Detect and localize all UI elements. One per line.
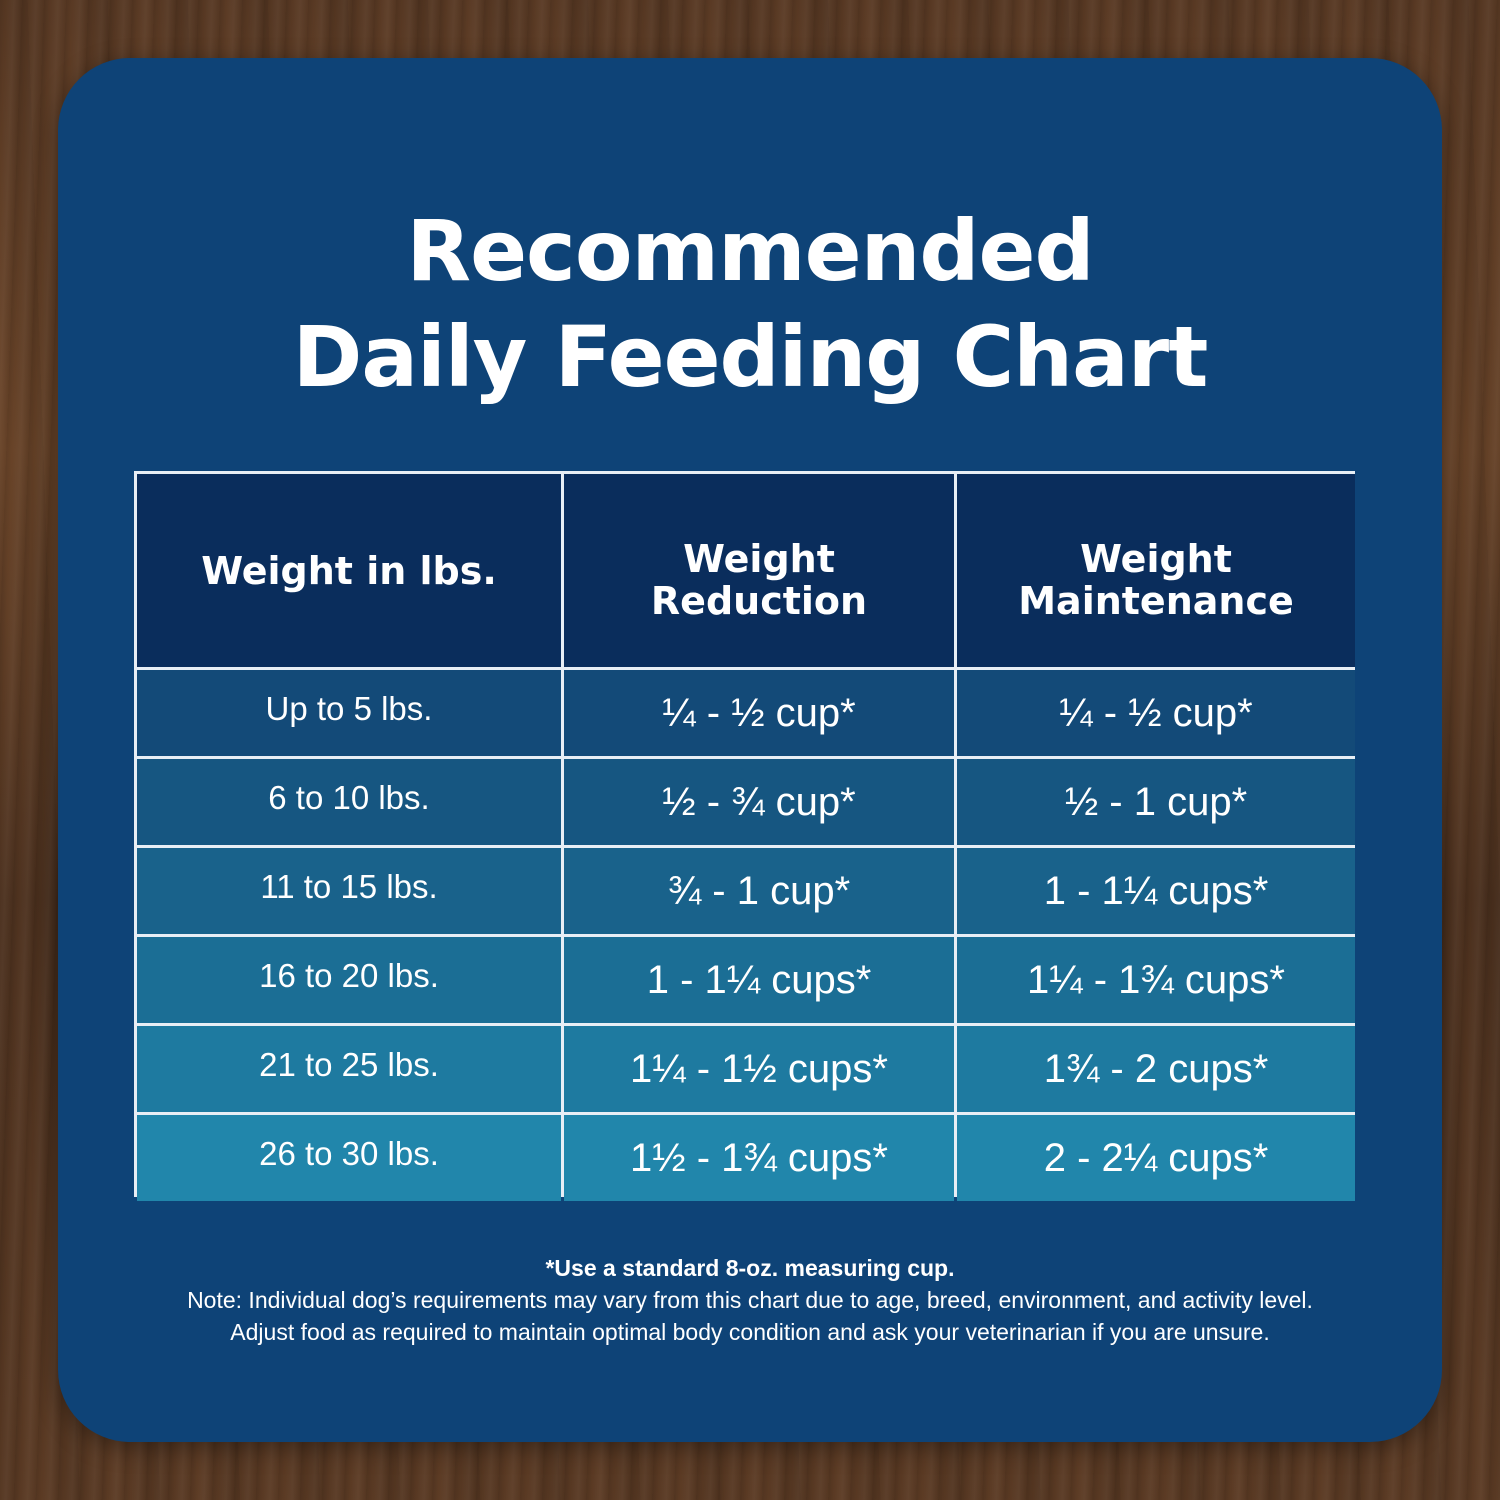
row-3-maintenance: 1 - 1¼ cups* — [957, 848, 1355, 934]
row-5-maintenance: 1¾ - 2 cups* — [957, 1026, 1355, 1112]
row-3-weight: 11 to 15 lbs. — [137, 848, 561, 934]
row-6-weight: 26 to 30 lbs. — [137, 1115, 561, 1201]
row-4-maintenance: 1¼ - 1¾ cups* — [957, 937, 1355, 1023]
header-reduction-line-2: Reduction — [650, 578, 868, 623]
row-2-maintenance: ½ - 1 cup* — [957, 759, 1355, 845]
header-maintenance-line-2: Maintenance — [1018, 578, 1294, 623]
row-5-weight: 21 to 25 lbs. — [137, 1026, 561, 1112]
row-1-maintenance: ¼ - ½ cup* — [957, 670, 1355, 756]
page-title: Recommended Daily Feeding Chart — [0, 198, 1500, 410]
row-3-reduction: ¾ - 1 cup* — [564, 848, 954, 934]
title-line-1: Recommended — [406, 202, 1094, 300]
header-weight-maintenance: Weight Maintenance — [957, 474, 1355, 667]
header-weight-reduction: Weight Reduction — [564, 474, 954, 667]
header-weight: Weight in lbs. — [137, 474, 561, 667]
feeding-table: Weight in lbs. Weight Reduction Weight M… — [134, 471, 1355, 1201]
row-1-reduction: ¼ - ½ cup* — [564, 670, 954, 756]
header-reduction-line-1: Weight — [683, 536, 835, 581]
note-line-1: Note: Individual dog’s requirements may … — [187, 1287, 1313, 1313]
title-line-2: Daily Feeding Chart — [292, 308, 1209, 406]
note-line-2: Adjust food as required to maintain opti… — [230, 1319, 1270, 1345]
row-1-weight: Up to 5 lbs. — [137, 670, 561, 756]
row-5-reduction: 1¼ - 1½ cups* — [564, 1026, 954, 1112]
header-maintenance-line-1: Weight — [1080, 536, 1232, 581]
footnote: *Use a standard 8-oz. measuring cup. — [545, 1255, 955, 1281]
row-2-reduction: ½ - ¾ cup* — [564, 759, 954, 845]
row-6-reduction: 1½ - 1¾ cups* — [564, 1115, 954, 1201]
row-6-maintenance: 2 - 2¼ cups* — [957, 1115, 1355, 1201]
row-2-weight: 6 to 10 lbs. — [137, 759, 561, 845]
notes: *Use a standard 8-oz. measuring cup. Not… — [0, 1252, 1500, 1348]
row-4-reduction: 1 - 1¼ cups* — [564, 937, 954, 1023]
row-4-weight: 16 to 20 lbs. — [137, 937, 561, 1023]
